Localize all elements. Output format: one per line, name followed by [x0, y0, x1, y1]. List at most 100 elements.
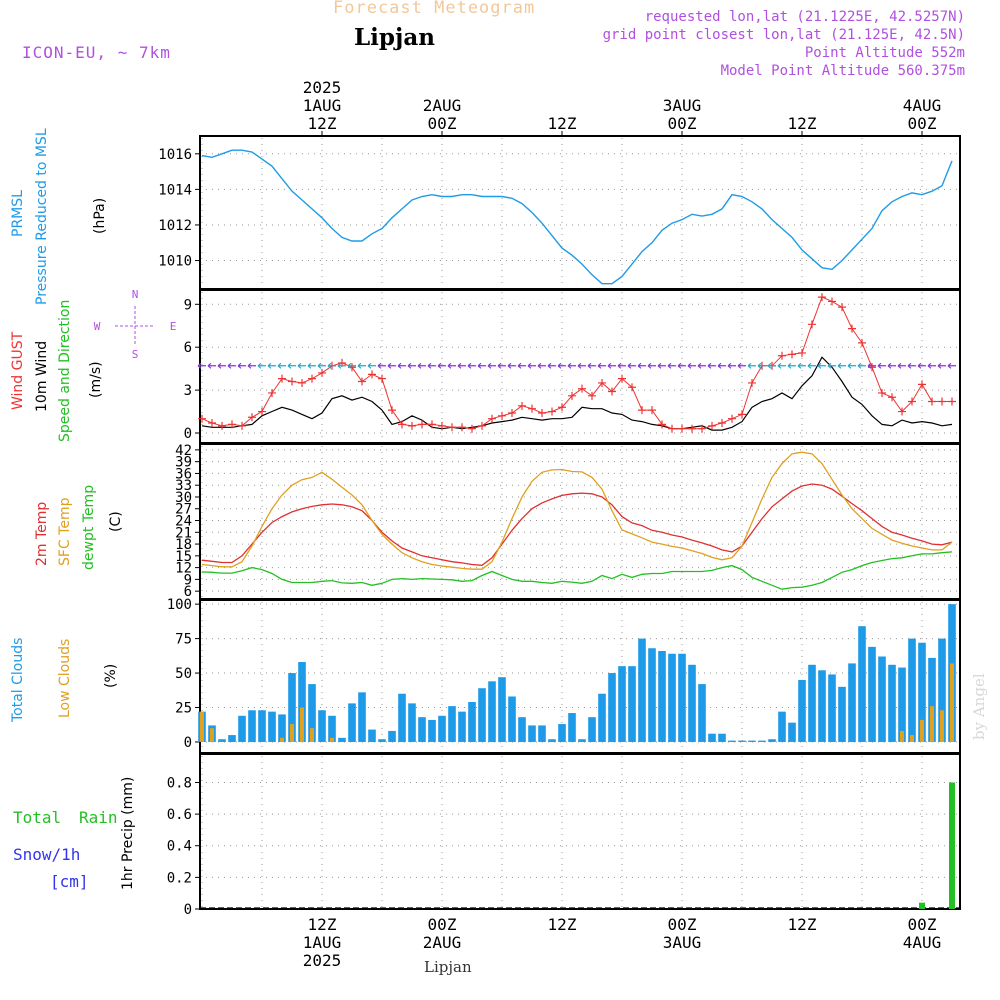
low-cloud-bar	[290, 724, 294, 742]
wind-direction-arrow	[937, 362, 946, 369]
temperature-series	[201, 451, 953, 590]
rain-bar	[919, 902, 925, 909]
pressure-panel: 1010 1012 1014 1016	[158, 135, 961, 290]
wind-label-dir: Speed and Direction	[57, 299, 73, 442]
wind-gust-marker	[288, 377, 296, 386]
wind-direction-arrow	[607, 362, 616, 369]
total-cloud-bar	[558, 724, 566, 742]
wind-gust-marker	[198, 414, 206, 423]
clouds-ytick-label: 50	[175, 666, 192, 682]
precip-panel: 0 0.2 0.4 0.6 0.8	[167, 753, 961, 918]
low-cloud-bar	[200, 711, 204, 742]
wind-gust-marker	[948, 397, 956, 406]
wind-direction-arrow	[647, 362, 656, 369]
temp-unit: (C)	[108, 511, 124, 532]
wind-gust-marker	[548, 407, 556, 416]
temperature-ytick-label: 18	[175, 537, 192, 553]
top-time-label: 00Z	[668, 114, 697, 133]
product-title: Forecast Meteogram	[333, 0, 536, 18]
wind-gust-marker	[778, 351, 786, 360]
wind-gust-marker	[878, 388, 886, 397]
temperature-ytick-label: 36	[175, 466, 192, 482]
wind-gust-marker	[388, 406, 396, 415]
temperature-ytick-label: 30	[175, 490, 192, 506]
total-cloud-bar	[908, 638, 916, 742]
wind-direction-arrow	[697, 362, 706, 369]
wind-direction-arrow	[397, 362, 406, 369]
wind-direction-arrow	[567, 362, 576, 369]
wind-gust-marker	[628, 383, 636, 392]
wind-direction-arrow	[377, 362, 386, 369]
wind-direction-arrow	[387, 362, 396, 369]
total-cloud-bar	[708, 733, 716, 742]
top-time-label: 12Z	[788, 114, 817, 133]
pressure-ytick-label: 1012	[158, 218, 192, 234]
pressure-label-desc: Pressure Reduced to MSL	[34, 128, 50, 305]
temperature-ytick-label: 24	[175, 514, 192, 530]
low-cloud-bar	[930, 706, 934, 742]
total-cloud-bar	[828, 674, 836, 742]
total-cloud-bar	[448, 706, 456, 742]
wind-direction-arrow	[587, 362, 596, 369]
wind-direction-arrow	[337, 362, 346, 369]
wind-direction-arrow	[747, 362, 756, 369]
compass-cross	[115, 306, 155, 346]
total-cloud-bar	[848, 663, 856, 742]
low-cloud-bar	[330, 737, 334, 742]
wind-gust-marker	[748, 378, 756, 387]
wind-direction-arrow	[757, 362, 766, 369]
total-cloud-bar	[338, 737, 346, 742]
low-cloud-bar	[920, 719, 924, 742]
wind-gust-marker	[478, 421, 486, 430]
total-cloud-bar	[838, 686, 846, 742]
total-cloud-bar	[688, 664, 696, 742]
clouds-unit: (%)	[103, 663, 119, 688]
wind-label-10m: 10m Wind	[34, 340, 50, 412]
total-cloud-bar	[738, 740, 746, 742]
total-cloud-bar	[918, 642, 926, 742]
total-cloud-bar	[758, 740, 766, 742]
wind-direction-arrow	[427, 362, 436, 369]
pressure-label-prmsl: PRMSL	[10, 190, 26, 237]
wind-direction-arrow	[407, 362, 416, 369]
bottom-time-label: 12Z	[788, 915, 817, 934]
pressure-unit: (hPa)	[92, 197, 108, 234]
wind-direction-arrow	[787, 362, 796, 369]
compass-s: S	[132, 348, 139, 361]
top-time-label: 12Z	[548, 114, 577, 133]
wind-gust-marker	[938, 397, 946, 406]
wind-gust-marker	[618, 374, 626, 383]
wind-direction-arrow	[327, 362, 336, 369]
wind-direction-arrow	[637, 362, 646, 369]
total-cloud-bar	[678, 653, 686, 742]
total-cloud-bar	[808, 664, 816, 742]
precip-ytick-label: 0	[184, 902, 192, 918]
temperature-ytick-label: 42	[175, 443, 192, 459]
wind-gust-marker	[378, 374, 386, 383]
wind-gust-marker	[738, 410, 746, 419]
low-cloud-bar	[210, 728, 214, 742]
precip-series	[200, 782, 960, 909]
wind-gust-line	[201, 296, 952, 430]
wind-gust-marker	[838, 303, 846, 312]
clouds-panel: 0 25 50 75 100	[167, 597, 961, 754]
bottom-time-label: 12Z	[548, 915, 577, 934]
bottom-time-label: 1AUG	[303, 933, 342, 952]
wind-gust-marker	[528, 404, 536, 413]
total-cloud-bar	[628, 666, 636, 742]
top-time-label: 2AUG	[423, 96, 462, 115]
wind-gust-marker	[468, 424, 476, 433]
wind-gust-marker	[798, 348, 806, 357]
total-cloud-bar	[228, 735, 236, 742]
wind-direction-arrow	[817, 362, 826, 369]
temperature-ytick-label: 9	[184, 572, 192, 588]
wind-label-gust: Wind GUST	[10, 331, 26, 410]
total-cloud-bar	[778, 711, 786, 742]
rain-bar	[949, 782, 955, 909]
top-time-label: 3AUG	[663, 96, 702, 115]
top-time-label: 12Z	[308, 114, 337, 133]
total-cloud-bar	[568, 713, 576, 742]
wind-direction-arrow	[777, 362, 786, 369]
wind-gust-marker	[658, 420, 666, 429]
